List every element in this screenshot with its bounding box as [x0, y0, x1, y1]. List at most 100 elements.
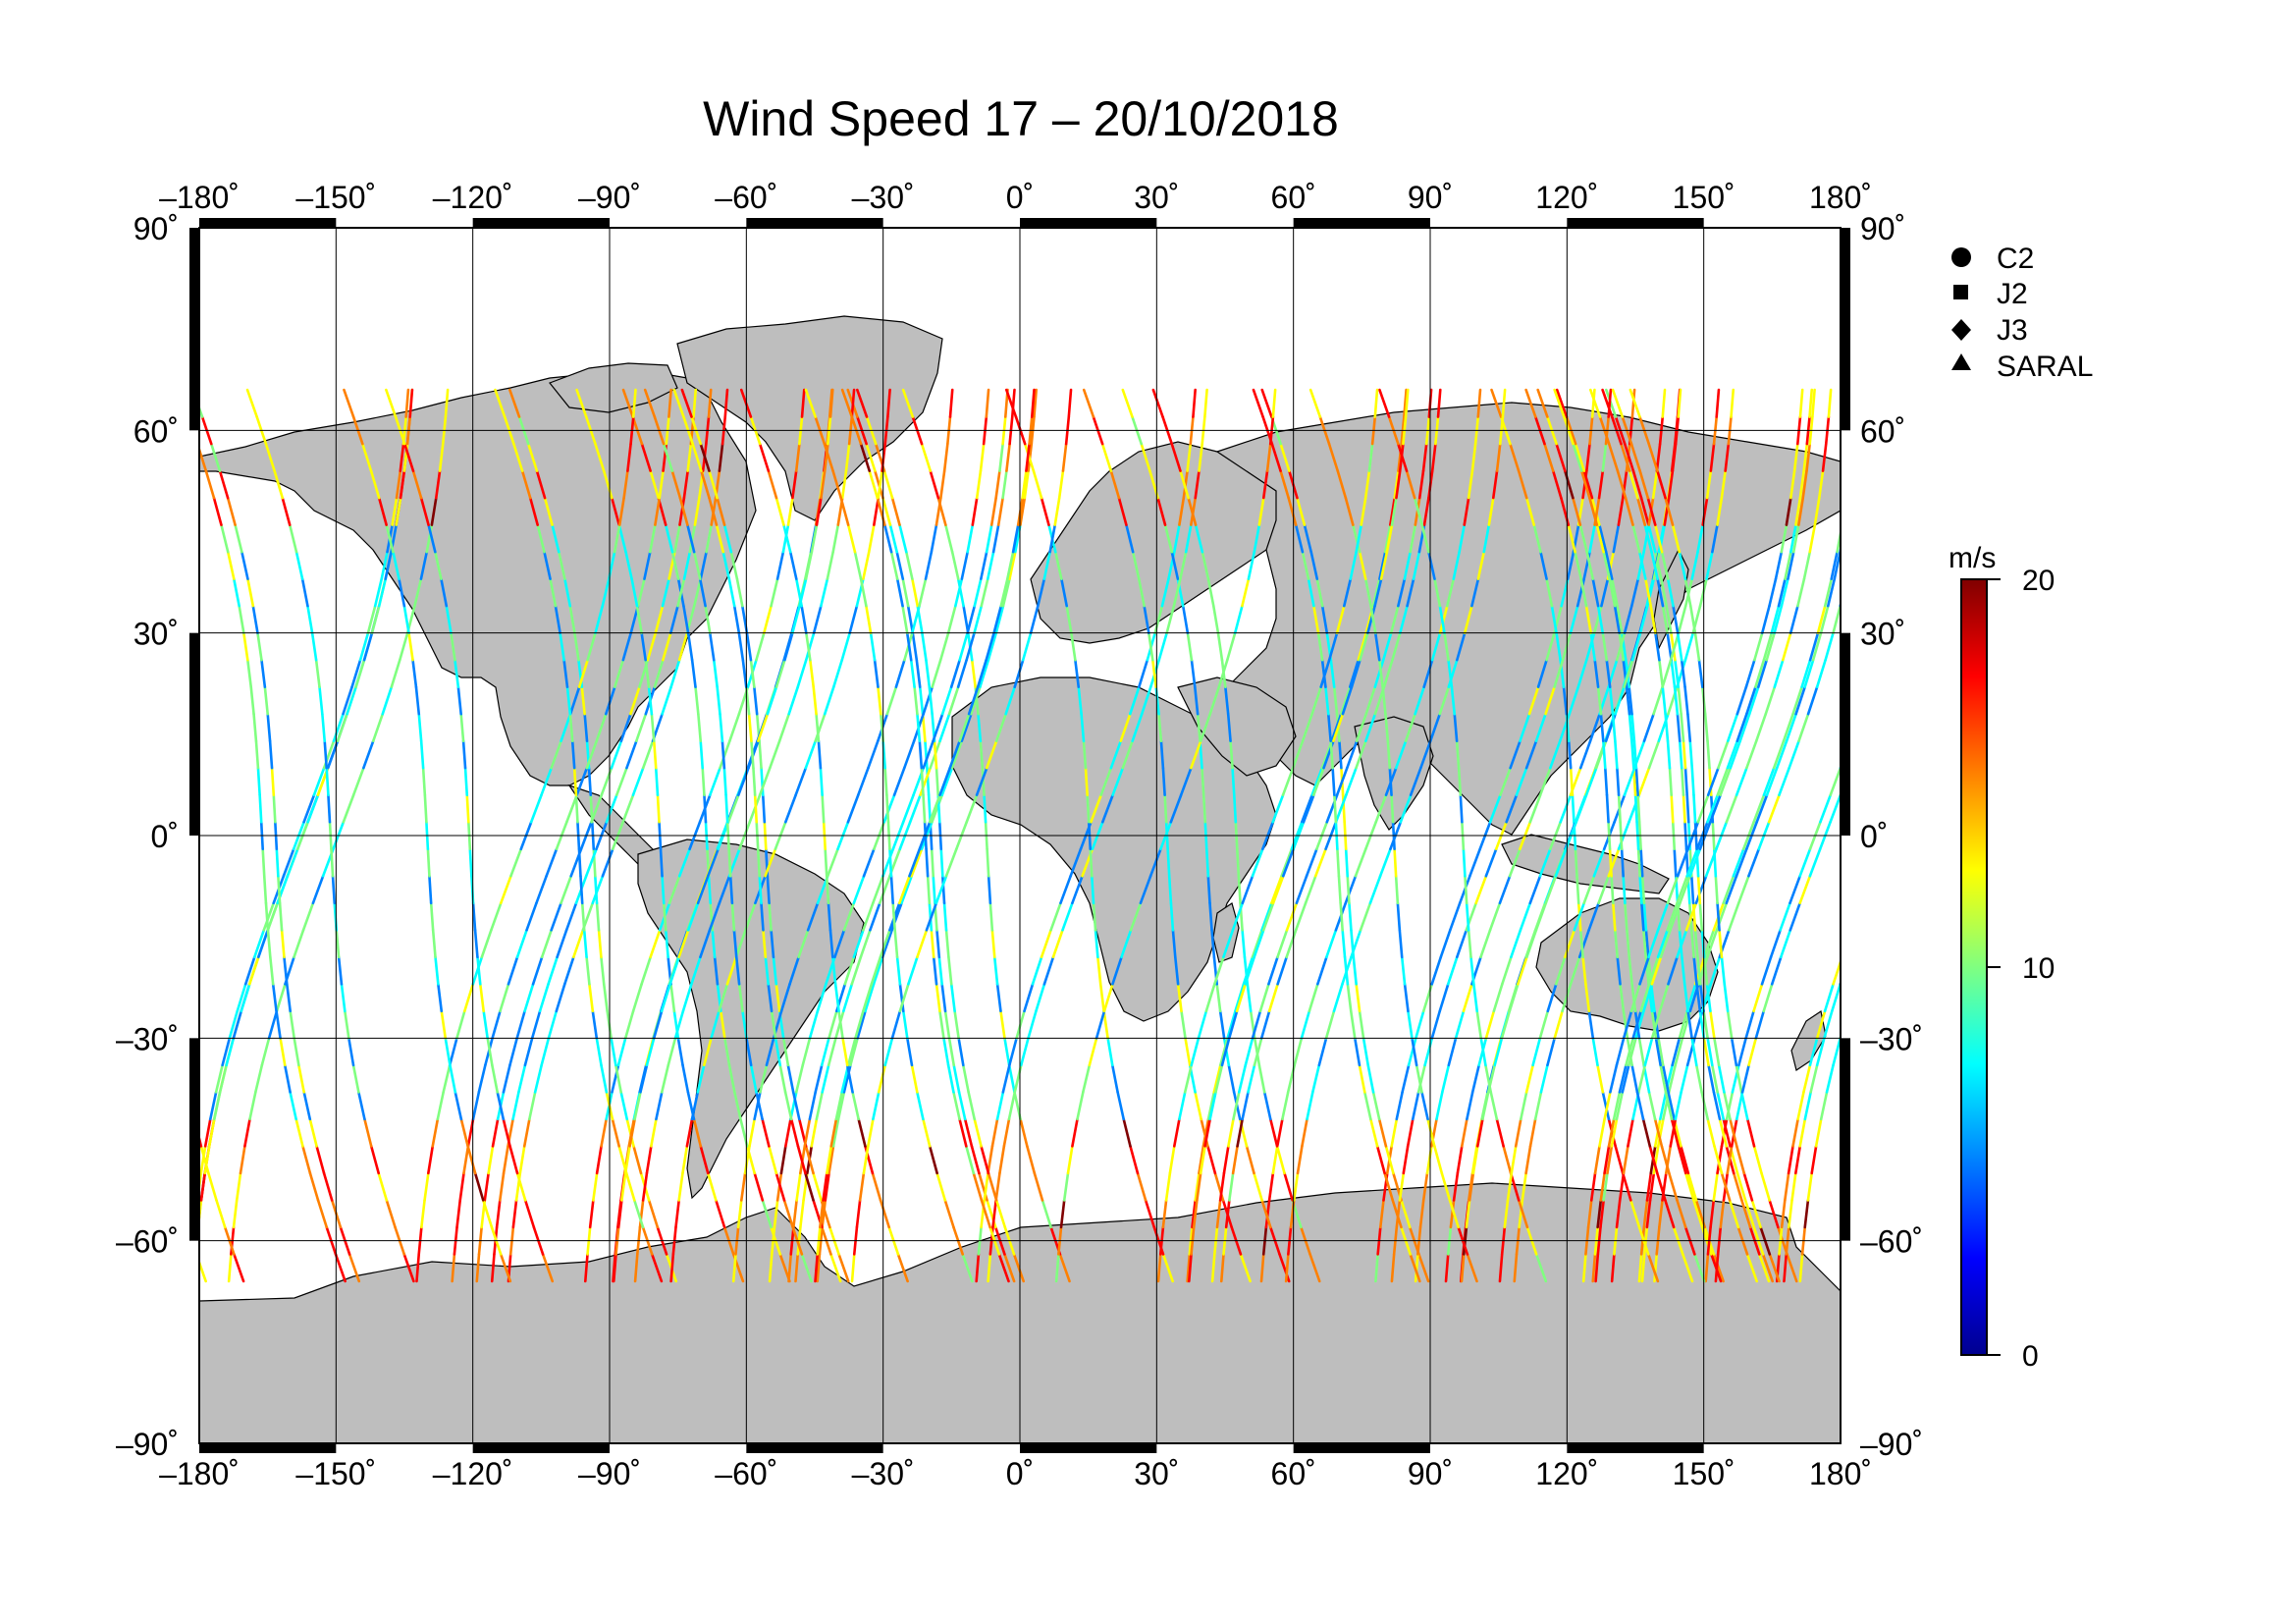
track-segment — [232, 1199, 239, 1229]
track-segment — [203, 1145, 211, 1175]
track-segment — [370, 604, 381, 634]
track-segment — [1187, 496, 1198, 526]
track-segment — [831, 1117, 840, 1148]
track-segment — [199, 1171, 203, 1196]
track-segment — [1782, 631, 1792, 662]
track-segment — [440, 1009, 448, 1040]
track-segment — [563, 577, 572, 608]
track-segment — [1639, 983, 1651, 1013]
track-segment — [720, 1009, 726, 1040]
track-segment — [850, 955, 863, 986]
track-segment — [240, 983, 251, 1013]
track-segment — [1816, 604, 1827, 634]
track-segment — [842, 901, 856, 932]
track-segment — [1995, 444, 1998, 471]
track-segment — [543, 496, 554, 526]
track-segment — [120, 525, 127, 553]
track-segment — [673, 523, 681, 554]
track-segment — [1554, 847, 1568, 878]
track-segment — [1782, 712, 1794, 743]
track-segment — [673, 1009, 685, 1040]
track-segment — [1509, 739, 1522, 770]
track-segment — [1588, 523, 1596, 554]
track-segment — [1635, 1091, 1645, 1121]
track-segment — [1636, 550, 1645, 580]
track-segment — [1348, 658, 1361, 688]
track-segment — [1401, 1063, 1411, 1094]
track-segment — [1915, 795, 1925, 823]
track-segment — [1783, 1253, 1788, 1283]
track-segment — [434, 955, 440, 986]
track-segment — [235, 1171, 242, 1202]
track-segment — [1241, 1091, 1250, 1121]
track-segment — [654, 766, 660, 797]
track-segment — [1430, 955, 1443, 986]
track-segment — [332, 712, 345, 743]
track-segment — [316, 1199, 329, 1229]
track-segment — [1629, 388, 1641, 418]
track-segment — [1690, 874, 1695, 905]
track-segment — [1690, 1037, 1698, 1067]
track-segment — [431, 928, 437, 959]
track-segment — [1061, 442, 1068, 472]
track-segment — [1649, 604, 1657, 634]
track-segment — [1345, 766, 1358, 797]
track-segment — [831, 523, 840, 554]
track-segment — [1369, 1117, 1379, 1148]
x-tick-label: –180˚ — [159, 1456, 240, 1491]
track-segment — [390, 658, 401, 688]
track-segment — [1762, 983, 1774, 1013]
track-segment — [1631, 1009, 1642, 1040]
track-segment — [1246, 983, 1253, 1013]
track-segment — [1077, 685, 1083, 716]
track-segment — [718, 442, 724, 472]
track-segment — [1723, 983, 1730, 1013]
x-tick-labels-top: –180˚ –150˚ –120˚ –90˚ –60˚ –30˚ 0˚ 30˚ 60˚ 90˚ 12… — [159, 180, 1872, 215]
track-segment — [686, 523, 696, 554]
track-segment — [1676, 631, 1683, 662]
track-segment — [1638, 874, 1643, 905]
track-segment — [895, 550, 905, 580]
colorbar-gradient — [1960, 578, 1988, 1356]
track-segment — [991, 523, 1000, 554]
track-segment — [952, 1063, 961, 1094]
track-segment — [820, 577, 829, 608]
track-segment — [708, 901, 721, 932]
track-segment — [655, 1091, 664, 1121]
track-segment — [232, 1009, 243, 1040]
track-segment — [1702, 1037, 1710, 1067]
track-segment — [905, 631, 913, 662]
track-segment — [1468, 847, 1482, 878]
track-segment — [1798, 847, 1812, 878]
track-segment — [1868, 876, 1878, 903]
track-segment — [1614, 739, 1619, 770]
track-segment — [1213, 955, 1225, 986]
track-segment — [1605, 658, 1612, 688]
track-segment — [822, 1171, 828, 1202]
track-segment — [1642, 523, 1651, 554]
track-segment — [1383, 1171, 1395, 1202]
track-segment — [1331, 766, 1336, 797]
track-segment — [806, 901, 820, 932]
track-segment — [1369, 604, 1377, 634]
track-segment — [156, 768, 158, 795]
track-segment — [551, 523, 561, 554]
track-segment — [910, 1063, 919, 1094]
track-segment — [826, 550, 834, 580]
track-segment — [1774, 550, 1784, 580]
track-segment — [1070, 631, 1077, 662]
track-segment — [384, 550, 393, 580]
track-segment — [1259, 1253, 1265, 1283]
track-segment — [1506, 1171, 1514, 1202]
track-segment — [624, 550, 633, 580]
track-segment — [1569, 955, 1581, 986]
track-segment — [804, 1171, 815, 1202]
track-segment — [1517, 469, 1528, 500]
track-segment — [1791, 1117, 1799, 1148]
track-segment — [980, 550, 988, 580]
track-segment — [1980, 498, 1984, 525]
track-segment — [622, 469, 629, 500]
track-segment — [910, 847, 924, 878]
track-segment — [1025, 442, 1031, 472]
track-segment — [1623, 604, 1633, 634]
